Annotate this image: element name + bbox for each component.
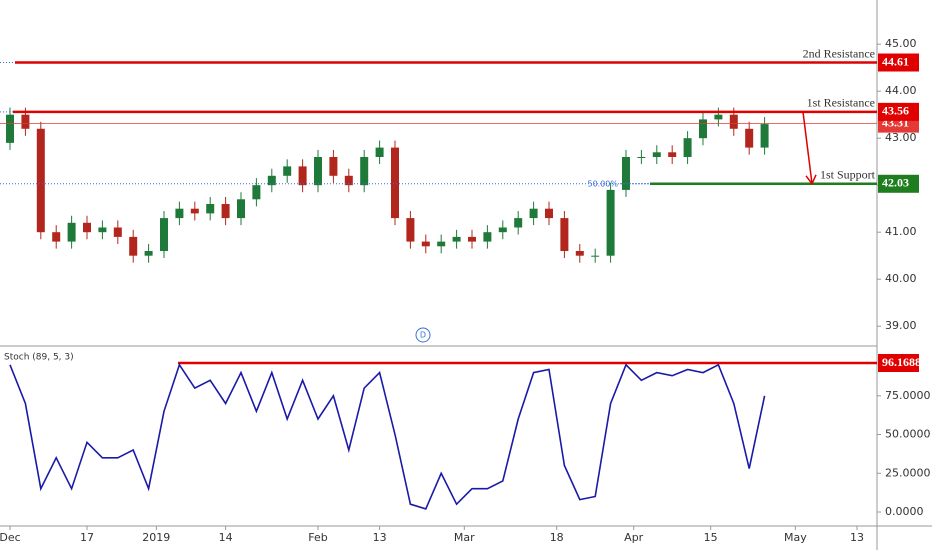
x-tick-label: 13 xyxy=(850,531,864,544)
arrow xyxy=(802,111,813,184)
arrow-head xyxy=(805,174,817,186)
candle-body xyxy=(283,166,292,176)
x-tick-label: Feb xyxy=(308,531,327,544)
candle-body xyxy=(52,232,61,242)
candle-body xyxy=(437,241,446,247)
candle-body xyxy=(344,175,353,186)
candle-body xyxy=(390,147,399,219)
candle-body xyxy=(360,156,369,186)
candle-body xyxy=(329,156,338,176)
candle-body xyxy=(683,138,692,157)
y-tick-label: 43.00 xyxy=(885,131,917,144)
candle-body xyxy=(252,185,261,200)
y-tick-label: 45.00 xyxy=(885,37,917,50)
y-tick-label: 75.0000 xyxy=(885,389,931,402)
x-tick-label: 15 xyxy=(704,531,718,544)
candle-body xyxy=(467,236,476,242)
level-value: 44.61 xyxy=(882,54,909,68)
fib-label: 50.00% xyxy=(587,179,618,188)
candle-body xyxy=(452,236,461,242)
candle-body xyxy=(267,175,276,186)
x-tick-label: 17 xyxy=(80,531,94,544)
level-box xyxy=(878,53,919,72)
x-tick-label: 2019 xyxy=(142,531,170,544)
candle-body xyxy=(406,218,415,242)
y-tick-label: 25.0000 xyxy=(885,466,931,479)
candle-body xyxy=(36,128,45,233)
x-tick-label: 14 xyxy=(219,531,233,544)
candle-body xyxy=(591,255,600,257)
candle-body xyxy=(313,156,322,186)
candle-body xyxy=(221,203,230,219)
level-value: 42.03 xyxy=(882,176,909,190)
candle-body xyxy=(21,114,30,129)
x-tick-label: 18 xyxy=(550,531,564,544)
y-tick-label: 40.00 xyxy=(885,272,917,285)
candle-body xyxy=(698,119,707,139)
level-name: 1st Resistance xyxy=(807,96,875,110)
candle-body xyxy=(144,250,153,256)
candle-body xyxy=(83,222,92,233)
x-tick-label: 13 xyxy=(373,531,387,544)
candle-body xyxy=(6,114,15,143)
y-tick-label: 39.00 xyxy=(885,319,917,332)
candle-body xyxy=(575,250,584,256)
candle-body xyxy=(175,208,184,219)
candle-body xyxy=(483,232,492,242)
candle-body xyxy=(298,166,307,186)
stoch-title: Stoch (89, 5, 3) xyxy=(4,353,74,363)
candle-body xyxy=(637,156,646,158)
candle-body xyxy=(206,203,215,214)
candle-body xyxy=(714,114,723,120)
candle-body xyxy=(113,227,122,237)
candle-body xyxy=(237,199,246,219)
candle-body xyxy=(745,128,754,148)
y-tick-label: 0.0000 xyxy=(885,505,924,518)
y-tick-label: 41.00 xyxy=(885,225,917,238)
x-tick-label: Dec xyxy=(0,531,21,544)
candle-body xyxy=(729,114,738,129)
level-box xyxy=(878,102,919,121)
candle-body xyxy=(760,124,769,148)
y-tick-label: 44.00 xyxy=(885,84,917,97)
dividend-marker xyxy=(415,327,431,343)
level-value: 96.1688 xyxy=(882,355,921,369)
level-box xyxy=(878,174,919,193)
candle-body xyxy=(421,241,430,247)
candle-body xyxy=(606,189,615,256)
candle-body xyxy=(190,208,199,214)
candle-body xyxy=(67,222,76,242)
candle-body xyxy=(160,218,169,251)
stoch-line xyxy=(9,362,766,510)
x-tick-label: May xyxy=(784,531,807,544)
candle-body xyxy=(544,208,553,219)
candle-body xyxy=(652,152,661,157)
candle-body xyxy=(498,227,507,233)
x-tick-label: Apr xyxy=(624,531,644,544)
candle-body xyxy=(668,152,677,157)
candle-body xyxy=(98,227,107,233)
candle-body xyxy=(560,218,569,251)
level-box xyxy=(878,354,919,373)
candle-body xyxy=(514,218,523,228)
level-name: 1st Support xyxy=(820,168,876,182)
level-value: 43.56 xyxy=(882,104,909,118)
level-name: 2nd Resistance xyxy=(803,46,875,60)
candle-body xyxy=(375,147,384,157)
candle-body xyxy=(529,208,538,219)
candle-body xyxy=(621,156,630,190)
dividend-label: D xyxy=(420,331,426,340)
candle-body xyxy=(129,236,138,256)
x-tick-label: Mar xyxy=(454,531,475,544)
y-tick-label: 50.0000 xyxy=(885,428,931,441)
